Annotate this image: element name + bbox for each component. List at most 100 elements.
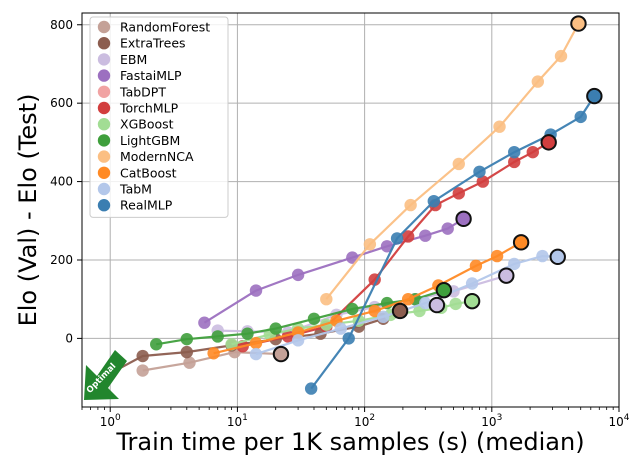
optimal-arrow: Optimal	[84, 350, 127, 400]
legend-marker	[97, 150, 111, 163]
series-line	[231, 300, 473, 346]
legend-item: EBM	[97, 52, 147, 67]
data-point	[180, 345, 193, 359]
x-tick-label: 100	[100, 413, 121, 429]
data-point	[508, 155, 521, 169]
y-tick-label: 400	[50, 175, 73, 189]
data-point	[452, 187, 465, 200]
x-tick-label: 102	[354, 413, 375, 429]
legend-marker	[97, 85, 111, 99]
legend-marker	[97, 118, 111, 131]
legend-marker	[97, 69, 111, 82]
data-point	[473, 165, 486, 178]
x-tick-label: 104	[608, 413, 629, 429]
x-tick-label: 103	[481, 413, 502, 429]
data-point	[136, 349, 149, 363]
legend-item: ModernNCA	[97, 149, 194, 164]
legend-item: FastaiMLP	[97, 68, 182, 83]
legend-item: TabM	[97, 182, 152, 197]
legend-item: TabDPT	[97, 84, 166, 99]
data-point	[404, 198, 417, 212]
legend-marker	[97, 134, 111, 147]
data-point	[419, 296, 432, 310]
data-point	[346, 251, 359, 264]
optimal-arrow-shape	[84, 350, 127, 400]
data-point	[419, 229, 432, 242]
legend-label: XGBoost	[120, 117, 174, 132]
default-point	[428, 296, 446, 314]
default-point	[498, 267, 515, 284]
legend-label: FastaiMLP	[120, 68, 182, 83]
y-tick-label: 600	[50, 96, 73, 110]
legend-label: TorchMLP	[119, 101, 179, 116]
data-point	[441, 222, 454, 235]
legend-marker	[97, 199, 111, 212]
data-point	[241, 327, 254, 340]
series-modernnca	[320, 17, 585, 306]
data-point	[427, 194, 441, 208]
data-point	[490, 249, 504, 263]
data-point	[401, 292, 415, 306]
legend-label: RealMLP	[120, 198, 173, 213]
data-point	[390, 232, 404, 245]
default-point	[391, 302, 409, 320]
data-point	[320, 292, 333, 306]
series-realmlp	[304, 89, 601, 395]
data-point	[291, 268, 305, 282]
data-point	[536, 249, 549, 263]
data-point	[554, 49, 568, 63]
data-point	[180, 332, 193, 346]
data-point	[449, 297, 462, 311]
data-point	[150, 338, 163, 351]
y-tick-label: 800	[50, 18, 73, 32]
legend-item: ExtraTrees	[97, 36, 186, 51]
data-point	[198, 316, 211, 329]
legend-item: TorchMLP	[97, 101, 179, 116]
data-point	[469, 259, 483, 273]
data-point	[342, 332, 355, 345]
x-axis-title: Train time per 1K samples (s) (median)	[115, 428, 584, 456]
legend-label: TabDPT	[119, 84, 166, 99]
data-point	[363, 238, 377, 251]
axis-ticks: 0 200 400 600 800 100 101 102 103 104	[50, 18, 630, 429]
legend-label: CatBoost	[120, 165, 177, 180]
data-point	[452, 157, 465, 171]
legend-item: LightGBM	[97, 133, 180, 148]
legend-marker	[97, 20, 111, 34]
data-point	[526, 145, 539, 159]
data-point	[249, 284, 263, 297]
data-point	[249, 336, 263, 350]
plot-frame	[81, 12, 620, 408]
legend-label: ModernNCA	[120, 149, 194, 164]
legend-box	[89, 16, 229, 218]
data-point	[183, 356, 196, 369]
data-point	[574, 110, 587, 124]
data-point	[136, 364, 149, 377]
legend-item: RealMLP	[97, 198, 173, 213]
data-point	[380, 240, 394, 253]
data-point	[334, 322, 348, 335]
data-point	[249, 347, 263, 361]
legend-label: EBM	[120, 52, 147, 67]
default-point	[463, 292, 481, 310]
data-point	[307, 312, 321, 325]
data-point	[531, 75, 545, 88]
default-point	[512, 234, 530, 251]
data-point	[211, 330, 224, 343]
legend-label: TabM	[119, 182, 152, 197]
data-point	[346, 302, 359, 316]
data-point	[476, 175, 490, 188]
legend-marker	[97, 166, 111, 179]
legend-item: XGBoost	[97, 117, 174, 132]
data-point	[269, 322, 282, 335]
legend-item: CatBoost	[97, 165, 177, 180]
x-tick-label: 101	[227, 413, 248, 429]
legend: RandomForestExtraTreesEBMFastaiMLPTabDPT…	[89, 16, 229, 218]
data-point	[401, 230, 415, 243]
legend-label: ExtraTrees	[120, 36, 186, 51]
default-point	[540, 134, 557, 151]
y-tick-label: 0	[65, 331, 73, 345]
legend-label: LightGBM	[120, 133, 180, 148]
default-point	[272, 345, 290, 363]
series-line	[213, 241, 522, 355]
